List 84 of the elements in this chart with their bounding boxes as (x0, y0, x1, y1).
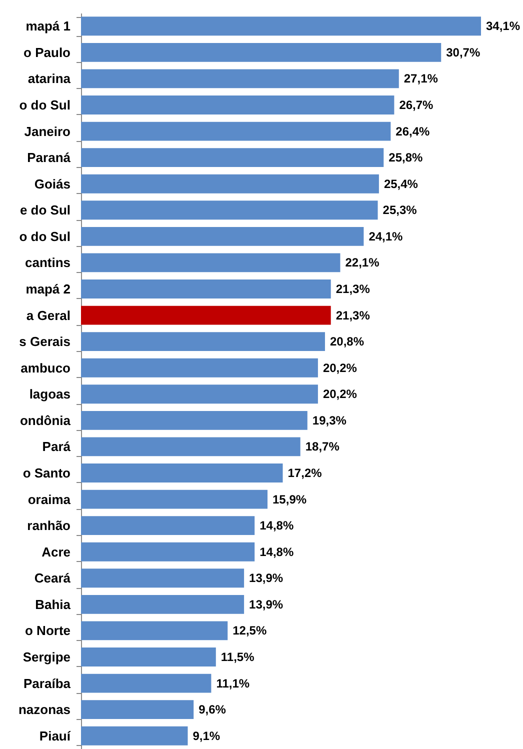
bar (81, 280, 331, 298)
bar (81, 568, 244, 588)
y-tick-label: cantins (24, 255, 70, 270)
bar (81, 253, 340, 272)
data-label: 25,4% (384, 176, 418, 191)
y-tick-label: ondônia (20, 412, 72, 428)
bar (81, 648, 216, 666)
data-label: 11,5% (220, 650, 255, 664)
data-label: 22,1% (345, 256, 380, 270)
y-tick-label: o Norte (25, 623, 70, 638)
data-label: 20,2% (322, 387, 358, 402)
bar (81, 674, 212, 693)
bar (81, 726, 188, 746)
y-tick-label: Paraná (27, 150, 72, 166)
bar (81, 148, 384, 168)
data-label: 34,1% (486, 19, 520, 34)
bar (81, 542, 255, 562)
y-tick-label: Bahia (35, 596, 72, 612)
bar (81, 200, 378, 220)
bar (81, 122, 391, 141)
data-label: 11,1% (216, 676, 250, 690)
bar (81, 16, 481, 36)
y-tick-label: Acre (42, 544, 70, 560)
y-tick-label: Piauí (39, 728, 71, 744)
y-tick-label: Janeiro (24, 124, 71, 139)
y-tick-label: atarina (28, 71, 72, 86)
data-label: 17,2% (288, 466, 322, 480)
y-tick-label: ranhão (27, 518, 71, 534)
bar (81, 96, 394, 114)
bar (81, 516, 255, 536)
bar (81, 358, 318, 378)
bar (81, 42, 442, 62)
y-tick-label: mapá 2 (26, 282, 70, 296)
y-tick-label: Pará (42, 439, 72, 454)
bar (81, 437, 300, 456)
y-tick-label: a Geral (26, 308, 70, 323)
data-label: 9,6% (198, 702, 226, 717)
y-tick-label: s Gerais (19, 334, 70, 350)
bar (81, 384, 318, 404)
bar (81, 700, 194, 720)
data-label: 26,7% (399, 98, 434, 112)
data-label: 12,5% (232, 624, 267, 638)
data-label: 9,1% (192, 728, 220, 743)
bar (81, 332, 325, 352)
y-tick-label: o do Sul (19, 228, 70, 244)
data-label: 14,8% (260, 544, 294, 559)
data-label: 15,9% (272, 492, 307, 506)
bar (81, 490, 268, 509)
data-label: 26,4% (396, 124, 430, 138)
data-label: 13,9% (249, 571, 284, 586)
y-tick-label: ambuco (20, 360, 71, 376)
y-tick-label: mapá 1 (26, 18, 70, 34)
y-tick-label: lagoas (29, 386, 70, 402)
bar (81, 410, 308, 430)
data-label: 30,7% (446, 45, 480, 60)
y-tick-label: Goiás (34, 176, 70, 192)
y-tick-label: o Paulo (24, 44, 71, 60)
data-label: 18,7% (305, 440, 340, 454)
y-tick-label: Paraíba (24, 676, 72, 691)
bar (81, 306, 331, 325)
bar (81, 464, 283, 482)
bar (81, 69, 399, 88)
y-tick-label: nazonas (18, 702, 70, 718)
data-label: 24,1% (368, 229, 404, 244)
data-label: 14,8% (260, 518, 294, 533)
data-label: 25,3% (382, 203, 418, 218)
data-label: 27,1% (404, 72, 438, 86)
bar (81, 594, 244, 614)
y-tick-label: o Santo (22, 466, 71, 480)
data-label: 20,2% (322, 360, 358, 375)
data-label: 21,3% (336, 282, 370, 296)
y-tick-label: e do Sul (20, 202, 70, 218)
data-label: 19,3% (312, 413, 347, 428)
y-tick-label: Sergipe (22, 650, 70, 664)
data-label: 13,9% (249, 597, 284, 612)
data-label: 25,8% (388, 150, 423, 165)
data-label: 21,3% (336, 308, 370, 322)
bar (81, 174, 379, 194)
bar (81, 226, 364, 246)
bar (81, 621, 228, 640)
y-tick-label: o do Sul (19, 98, 70, 112)
y-tick-label: oraima (28, 492, 72, 507)
data-label: 20,8% (330, 334, 364, 349)
y-tick-label: Ceará (34, 570, 72, 586)
